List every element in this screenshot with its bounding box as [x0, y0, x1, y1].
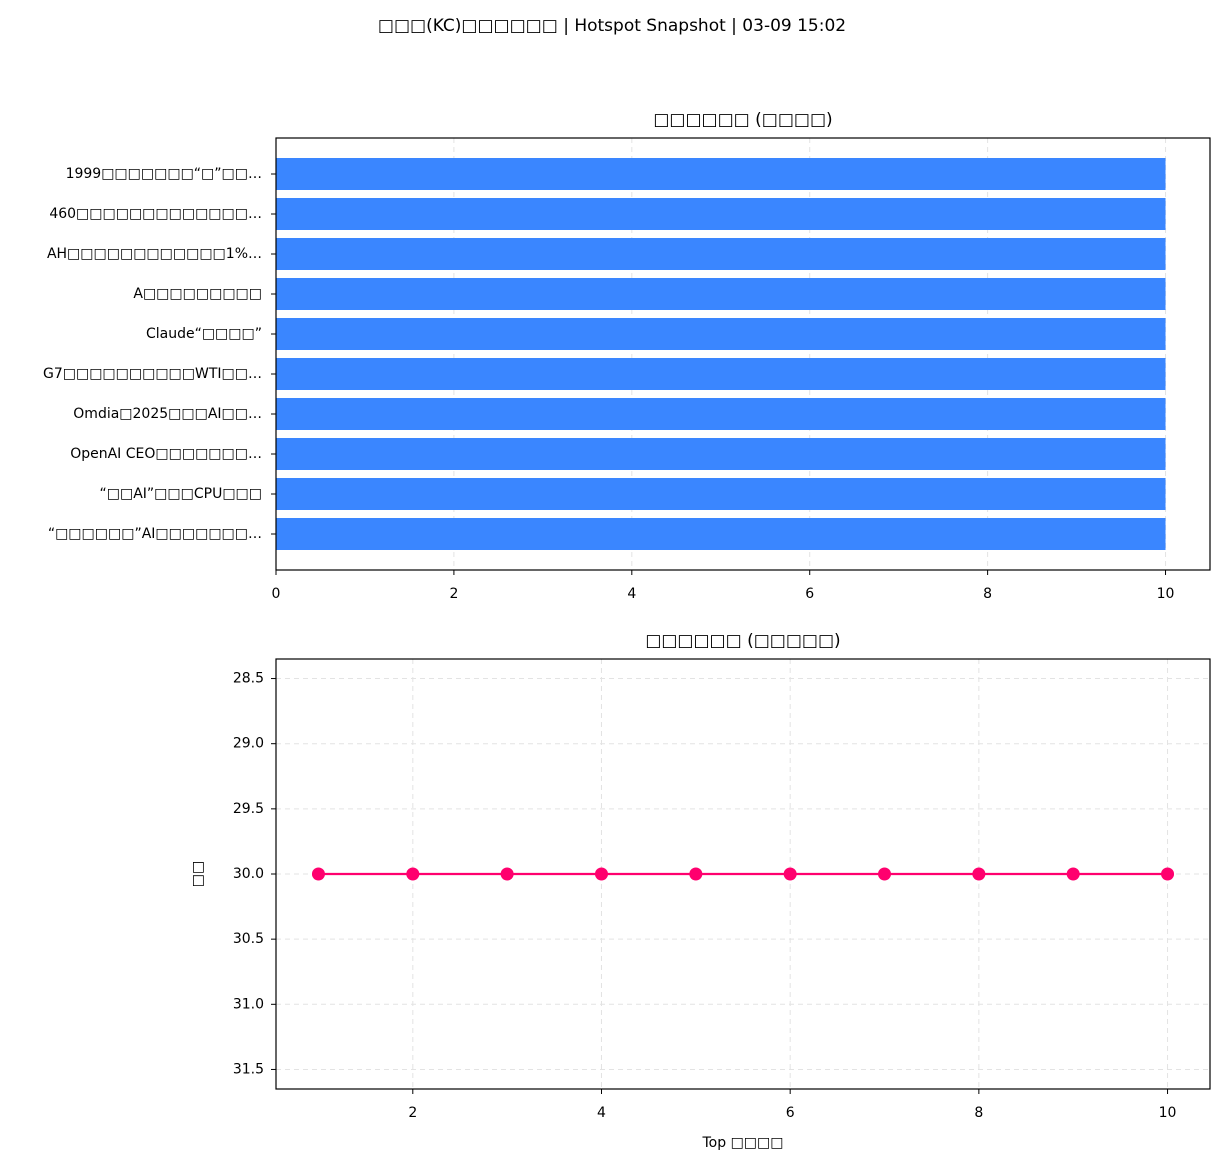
bar — [276, 398, 1166, 430]
bar — [276, 518, 1166, 550]
point — [311, 867, 325, 881]
bar — [276, 358, 1166, 390]
point — [972, 867, 986, 881]
point — [783, 867, 797, 881]
y-tick-label: 1999□□□□□□□“□”□□… — [66, 166, 262, 182]
point — [1066, 867, 1080, 881]
y-tick-label: 31.0 — [233, 996, 264, 1012]
point — [689, 867, 703, 881]
y-tick-label: OpenAI CEO□□□□□□□… — [70, 446, 262, 462]
y-tick-label: Omdia□2025□□□AI□□… — [73, 406, 262, 422]
bar — [276, 158, 1166, 190]
point — [878, 867, 892, 881]
bar — [276, 278, 1166, 310]
figure-title: □□□(KC)□□□□□□ | Hotspot Snapshot | 03-09… — [378, 16, 846, 36]
y-tick-label: AH□□□□□□□□□□□□1%… — [47, 246, 262, 262]
x-tick-label: 4 — [627, 586, 636, 602]
point — [500, 867, 514, 881]
x-axis-label: Top □□□□ — [702, 1135, 784, 1151]
y-tick-label: G7□□□□□□□□□□WTI□□… — [43, 366, 262, 382]
y-tick-label: 29.5 — [233, 801, 264, 817]
axes-frame — [275, 137, 1211, 571]
y-tick-label: A□□□□□□□□□ — [133, 286, 262, 302]
point — [1161, 867, 1175, 881]
x-tick-label: 0 — [272, 586, 281, 602]
x-tick-label: 10 — [1159, 1105, 1177, 1121]
x-tick-label: 6 — [786, 1105, 795, 1121]
x-tick-label: 6 — [805, 586, 814, 602]
y-tick-label: 30.5 — [233, 931, 264, 947]
bar — [276, 478, 1166, 510]
x-tick-label: 8 — [983, 586, 992, 602]
chart-title: □□□□□□ (□□□□) — [653, 110, 832, 130]
bar — [276, 238, 1166, 270]
y-tick-label: Claude“□□□□” — [146, 326, 262, 342]
point — [406, 867, 420, 881]
axes-frame — [275, 658, 1211, 1090]
bar — [276, 198, 1166, 230]
y-tick-label: 31.5 — [233, 1061, 264, 1077]
point — [594, 867, 608, 881]
y-tick-label: 29.0 — [233, 736, 264, 752]
x-tick-label: 2 — [408, 1105, 417, 1121]
y-tick-label: 28.5 — [233, 671, 264, 687]
y-axis-label: □□ — [190, 861, 206, 887]
y-tick-label: 30.0 — [233, 866, 264, 882]
x-tick-label: 2 — [449, 586, 458, 602]
y-tick-label: “□□□□□□”AI□□□□□□□… — [48, 526, 262, 542]
bar — [276, 438, 1166, 470]
chart-title: □□□□□□ (□□□□□) — [645, 631, 840, 651]
x-tick-label: 4 — [597, 1105, 606, 1121]
y-tick-label: 460□□□□□□□□□□□□□… — [49, 206, 262, 222]
x-tick-label: 8 — [974, 1105, 983, 1121]
x-tick-label: 10 — [1157, 586, 1175, 602]
bar — [276, 318, 1166, 350]
y-tick-label: “□□AI”□□□CPU□□□ — [100, 486, 263, 502]
